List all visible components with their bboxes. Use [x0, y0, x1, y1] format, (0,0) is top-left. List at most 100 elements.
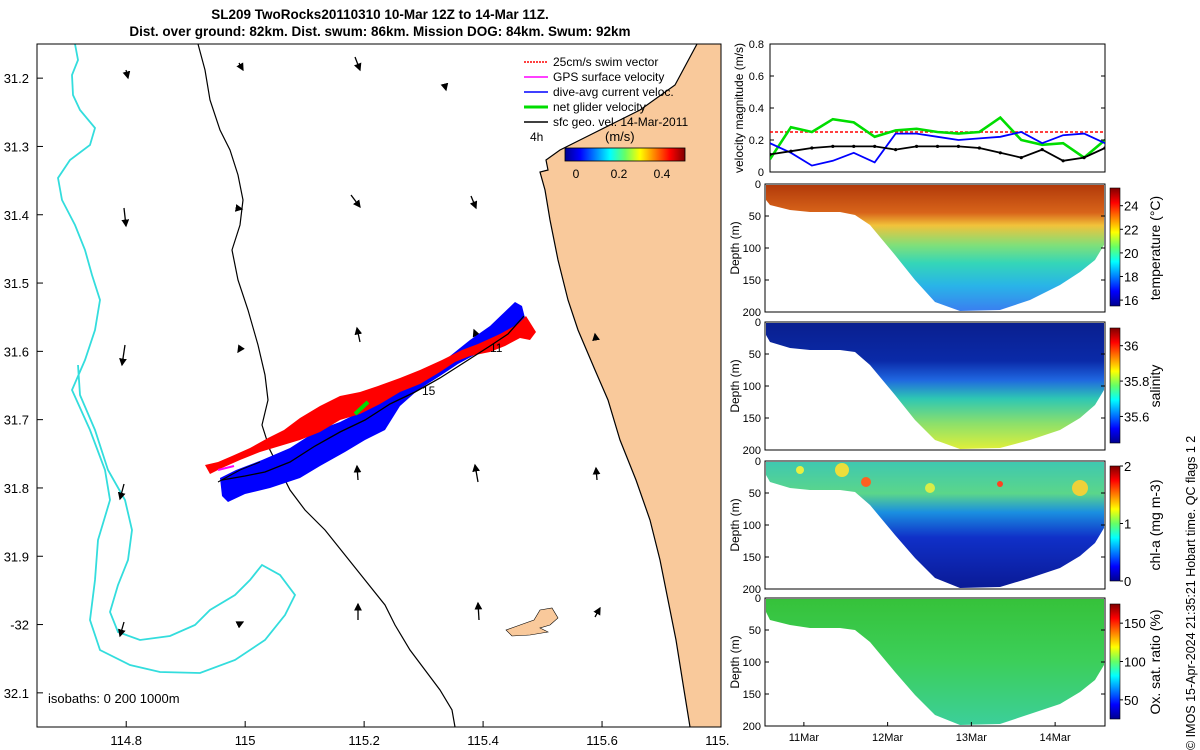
oxygen-section: [766, 599, 1104, 725]
geo-arrow: [234, 204, 244, 212]
swim-vector-band: [205, 316, 536, 474]
geo-vel-point: [1040, 148, 1044, 152]
depth-ylabel: Depth (m): [728, 635, 742, 688]
temperature-colorbar-ticks: 16 18 20 22 24: [1120, 199, 1138, 308]
cbar-tick-label: 20: [1124, 246, 1138, 261]
gps-velocity-segment: [217, 465, 235, 471]
map-x-axis: 114.8 115 115.2 115.4 115.6 115.8: [110, 721, 730, 748]
y-tick-label: 31.9: [4, 549, 29, 564]
y-tick-label: 0: [755, 456, 761, 468]
dive-avg-current-band: [220, 302, 525, 502]
legend-item-gps: GPS surface velocity: [524, 70, 664, 84]
geo-arrow: [350, 194, 361, 209]
y-tick-label: 31.3: [4, 139, 29, 154]
oxygen-colorbar-ticks: 50 100 150: [1120, 616, 1146, 708]
cbar-tick-label: 35.6: [1124, 409, 1149, 424]
map-plot-area: [57, 44, 721, 727]
chlorophyll-colorbar-ticks: 0 1 2: [1120, 459, 1131, 589]
geo-vel-point: [873, 144, 877, 148]
geo-arrow: [118, 621, 126, 638]
chlorophyll-cbar-label: chl-a (mg m-3): [1147, 479, 1163, 570]
legend-item-net-glider: net glider velocity: [524, 100, 646, 114]
legend-label: 25cm/s swim vector: [553, 55, 658, 69]
geo-arrow: [469, 195, 478, 210]
geo-arrow: [354, 56, 362, 72]
y-tick-label: 50: [749, 488, 761, 500]
y-tick-label: 50: [749, 349, 761, 361]
isobaths-label: isobaths: 0 200 1000m: [48, 691, 180, 706]
colorbar-tick: 0.4: [654, 167, 671, 181]
chlorophyll-hotspots: [796, 463, 1088, 496]
y-tick-label: 0.2: [749, 135, 764, 147]
x-tick-label: 14Mar: [1040, 732, 1072, 744]
x-tick-label: 115.2: [348, 733, 380, 748]
y-tick-label: -32: [10, 618, 29, 633]
geo-vel-point: [831, 144, 835, 148]
salinity-cbar-label: salinity: [1147, 365, 1163, 408]
y-tick-label: 200: [743, 307, 761, 319]
isobath-1000m: [57, 44, 297, 674]
velocity-axes-box: [769, 43, 1106, 173]
island: [505, 607, 559, 637]
x-tick-label: 11Mar: [789, 732, 820, 744]
geo-arrow: [592, 332, 600, 342]
x-tick-label: 12Mar: [872, 732, 904, 744]
temperature-colorbar: [1109, 187, 1121, 307]
geo-velocity-arrows: [117, 56, 601, 638]
geo-vel-point: [1082, 156, 1086, 160]
map-y-axis: 31.2 31.3 31.4 31.5 31.6 31.7 31.8 31.9 -32 32.1: [4, 71, 43, 701]
geo-vel-point: [852, 144, 856, 148]
y-tick-label: 150: [743, 275, 761, 287]
chlorophyll-section: [766, 462, 1104, 588]
oxygen-axes-box: [764, 597, 1106, 727]
chlorophyll-y-axis: 0 50 100 150 200: [743, 456, 1105, 596]
velocity-line-dive-avg-current: [770, 131, 1105, 167]
geo-vel-point: [894, 148, 898, 152]
velocity-line-net-glider-velocity: [770, 115, 1105, 160]
colorbar-tick: 0: [573, 167, 580, 181]
geo-vel-point: [1103, 146, 1105, 150]
x-tick-label: 115.4: [467, 733, 499, 748]
y-tick-label: 31.5: [4, 276, 29, 291]
geo-vel-point: [810, 146, 814, 150]
colorbar-title: (m/s): [605, 129, 635, 144]
oxygen-panel: 0 50 100 150 200 Depth (m) 50 100 150 Ox. sat.…: [728, 593, 1163, 733]
oxygen-colorbar: [1109, 603, 1121, 720]
salinity-colorbar: [1109, 327, 1121, 444]
cbar-tick-label: 150: [1124, 616, 1146, 631]
time-axis: 11Mar 12Mar 13Mar 14Mar: [789, 722, 1071, 744]
cbar-tick-label: 16: [1124, 293, 1138, 308]
geo-vel-point: [998, 151, 1002, 155]
geo-arrow: [119, 344, 127, 367]
x-tick-label: 115.8: [705, 733, 730, 748]
velocity-series: [770, 115, 1105, 167]
depth-ylabel: Depth (m): [728, 498, 742, 551]
y-tick-label: 100: [743, 657, 761, 669]
geo-arrow: [474, 601, 483, 621]
salinity-axes-box: [764, 321, 1106, 451]
track-day-label: 11: [490, 341, 503, 355]
legend-label: sfc geo. vel. 14-Mar-2011: [553, 115, 689, 129]
speed-colorbar: [564, 147, 686, 162]
y-tick-label: 0: [755, 179, 761, 191]
y-tick-label: 0.8: [749, 39, 764, 51]
cbar-tick-label: 100: [1124, 655, 1146, 670]
y-tick-label: 0: [755, 593, 761, 605]
chlorophyll-axes-box: [764, 460, 1106, 590]
geo-arrow: [237, 344, 245, 354]
cbar-tick-label: 0: [1124, 574, 1131, 589]
geo-vel-point: [770, 152, 772, 156]
cbar-tick-label: 35.8: [1124, 374, 1149, 389]
title-line-2: Dist. over ground: 82km. Dist. swum: 86k…: [129, 24, 631, 39]
map-legend: 25cm/s swim vector GPS surface velocity …: [524, 55, 689, 181]
y-tick-label: 200: [743, 584, 761, 596]
geo-arrow: [353, 464, 362, 481]
legend-item-dive-avg: dive-avg current veloc.: [524, 85, 674, 99]
map-axes-box: [36, 43, 722, 728]
cbar-tick-label: 36: [1124, 339, 1138, 354]
geo-arrow: [121, 207, 130, 228]
y-tick-label: 150: [743, 552, 761, 564]
geo-vel-point: [1019, 156, 1023, 160]
cbar-tick-label: 18: [1124, 270, 1138, 285]
